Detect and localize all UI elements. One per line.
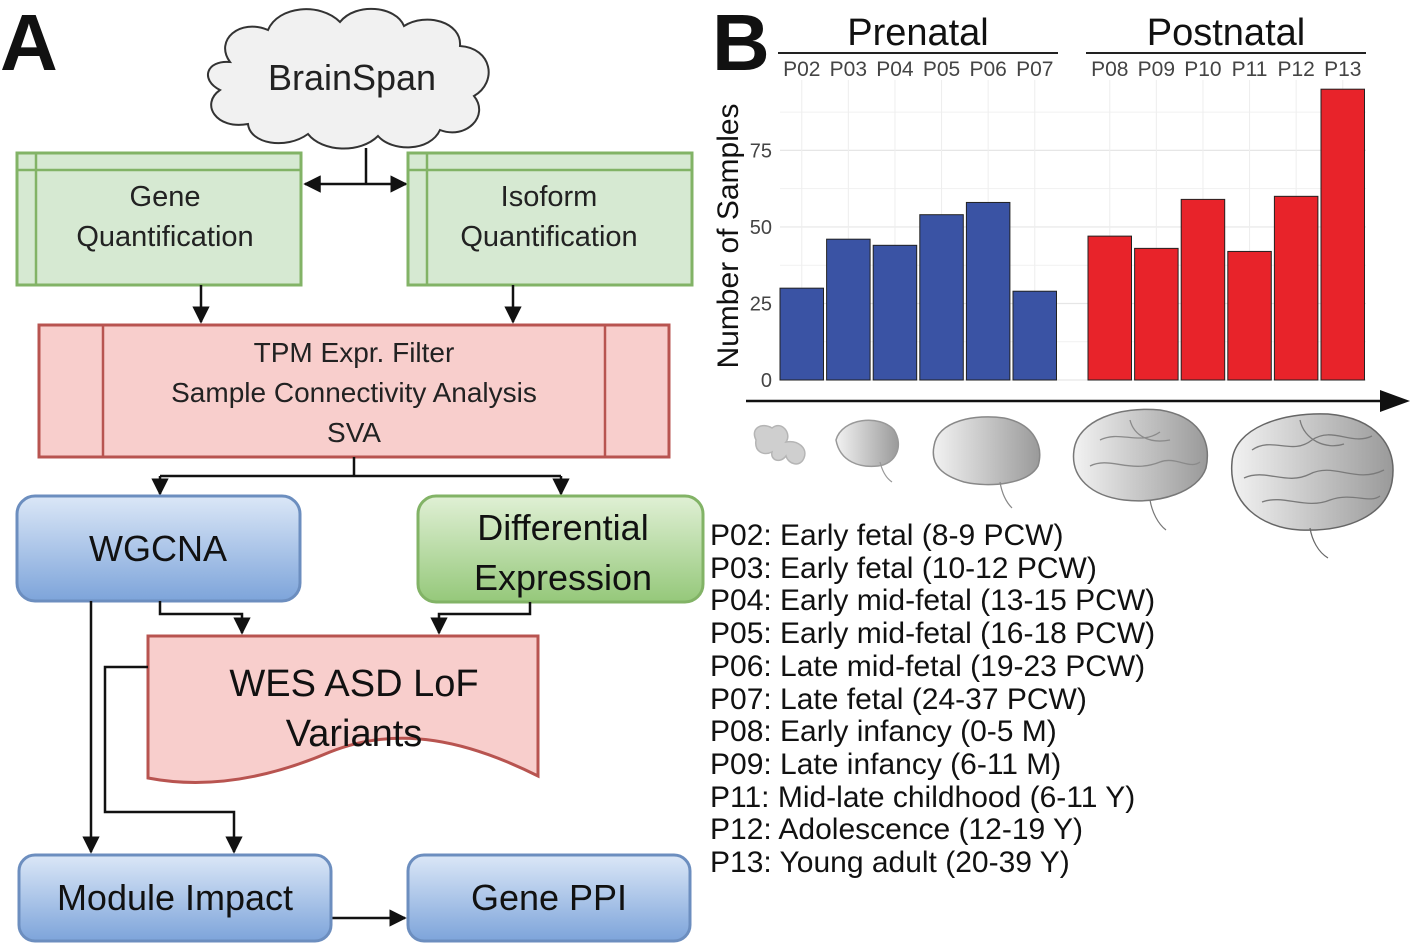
- panel-label-a: A: [0, 0, 58, 87]
- processing-line1: TPM Expr. Filter: [254, 337, 455, 368]
- isoform-quantification-line1: Isoform: [501, 181, 598, 213]
- legend-item: P12: Adolescence (12-19 Y): [710, 813, 1084, 847]
- bar-p02: [779, 287, 824, 381]
- chart-bars: [779, 88, 1365, 381]
- bar-p09: [1134, 247, 1179, 381]
- variant-connectors: [158, 601, 532, 635]
- timeline-arrow: [746, 390, 1410, 412]
- cloud-connectors: [303, 148, 408, 193]
- module-impact-box: Module Impact: [17, 853, 333, 943]
- module-impact-label: Module Impact: [57, 877, 293, 918]
- processing-line3: SVA: [327, 417, 381, 448]
- infant-brain-icon: [1072, 408, 1208, 531]
- bar-p12: [1273, 195, 1319, 381]
- legend-item: P09: Late infancy (6-11 M): [710, 747, 1062, 781]
- processing-line2: Sample Connectivity Analysis: [171, 377, 537, 408]
- y-tick-label: 75: [750, 140, 772, 162]
- bar-p05: [919, 214, 964, 381]
- x-tick-labels: P02 P03 P04 P05 P06 P07 P08 P09 P10 P11 P12 P13: [783, 58, 1361, 81]
- panel-label-b: B: [712, 0, 770, 87]
- isoform-quantification-box: Isoform Quantification: [406, 151, 694, 287]
- legend-item: P03: Early fetal (10-12 PCW): [710, 551, 1097, 585]
- gene-quantification-line2: Quantification: [76, 221, 253, 253]
- bar-p10: [1180, 198, 1226, 381]
- x-tick-label: P12: [1277, 58, 1314, 81]
- legend-item: P05: Early mid-fetal (16-18 PCW): [710, 617, 1156, 651]
- wgcna-box: WGCNA: [15, 494, 302, 603]
- brainspan-cloud: BrainSpan: [207, 8, 490, 150]
- y-tick-label: 50: [750, 217, 772, 239]
- differential-expression-line1: Differential: [477, 507, 648, 548]
- bar-p08: [1087, 235, 1132, 381]
- bar-p11: [1227, 250, 1272, 381]
- early-fetal-brain-icon: [835, 419, 899, 483]
- adult-brain-icon: [1231, 413, 1394, 559]
- x-tick-label: P06: [969, 58, 1006, 81]
- gene-ppi-label: Gene PPI: [471, 877, 627, 918]
- processing-connectors: [151, 457, 570, 496]
- x-tick-label: P10: [1184, 58, 1221, 81]
- brainspan-label: BrainSpan: [268, 57, 436, 98]
- bar-p07: [1012, 290, 1057, 381]
- legend-item: P08: Early infancy (0-5 M): [710, 715, 1057, 749]
- variants-line1: WES ASD LoF: [229, 663, 478, 705]
- x-tick-label: P11: [1232, 58, 1268, 81]
- x-tick-label: P09: [1138, 58, 1175, 81]
- x-tick-label: P07: [1016, 58, 1053, 81]
- legend-item: P06: Late mid-fetal (19-23 PCW): [710, 649, 1146, 683]
- legend-item: P13: Young adult (20-39 Y): [710, 846, 1070, 880]
- legend-item: P02: Early fetal (8-9 PCW): [710, 519, 1064, 552]
- differential-expression-box: Differential Expression: [416, 494, 705, 604]
- legend-item: P11: Mid-late childhood (6-11 Y): [710, 780, 1136, 814]
- group-label-prenatal: Prenatal: [847, 12, 989, 54]
- x-tick-label: P13: [1324, 58, 1361, 81]
- quant-connectors: [192, 285, 522, 324]
- isoform-quantification-line2: Quantification: [460, 221, 637, 253]
- gene-quantification-box: Gene Quantification: [15, 151, 303, 287]
- bar-p13: [1320, 88, 1365, 381]
- y-tick-label: 0: [761, 370, 772, 392]
- gene-ppi-box: Gene PPI: [406, 853, 692, 943]
- legend-item: P04: Early mid-fetal (13-15 PCW): [710, 584, 1156, 618]
- module-connectors: [82, 601, 407, 927]
- x-tick-label: P02: [783, 58, 820, 81]
- differential-expression-line2: Expression: [474, 557, 652, 598]
- x-tick-label: P08: [1091, 58, 1128, 81]
- variants-line2: Variants: [286, 713, 423, 755]
- processing-box: TPM Expr. Filter Sample Connectivity Ana…: [37, 323, 671, 459]
- mid-fetal-brain-icon: [932, 416, 1041, 509]
- legend-item: P07: Late fetal (24-37 PCW): [710, 682, 1087, 716]
- gene-quantification-line1: Gene: [130, 181, 201, 213]
- y-axis-label: Number of Samples: [712, 103, 745, 368]
- wgcna-label: WGCNA: [89, 528, 227, 569]
- variants-box: WES ASD LoF Variants: [146, 634, 540, 784]
- group-label-postnatal: Postnatal: [1147, 12, 1305, 54]
- bar-p06: [965, 201, 1011, 381]
- y-tick-label: 25: [750, 293, 772, 315]
- period-legend: P02: Early fetal (8-9 PCW) P03: Early fet…: [710, 519, 1156, 880]
- x-tick-label: P03: [830, 58, 867, 81]
- sample-count-chart: P02 P03 P04 P05 P06 P07 P08 P09 P10 P11 P12 P13 0 25…: [750, 58, 1366, 392]
- x-tick-label: P04: [876, 58, 914, 81]
- x-tick-label: P05: [923, 58, 960, 81]
- bar-p04: [872, 244, 918, 381]
- brain-development-icon: [753, 408, 1394, 559]
- bar-p03: [826, 238, 871, 381]
- embryo-brain-icon: [753, 424, 806, 465]
- y-tick-labels: 0 25 50 75: [750, 140, 772, 392]
